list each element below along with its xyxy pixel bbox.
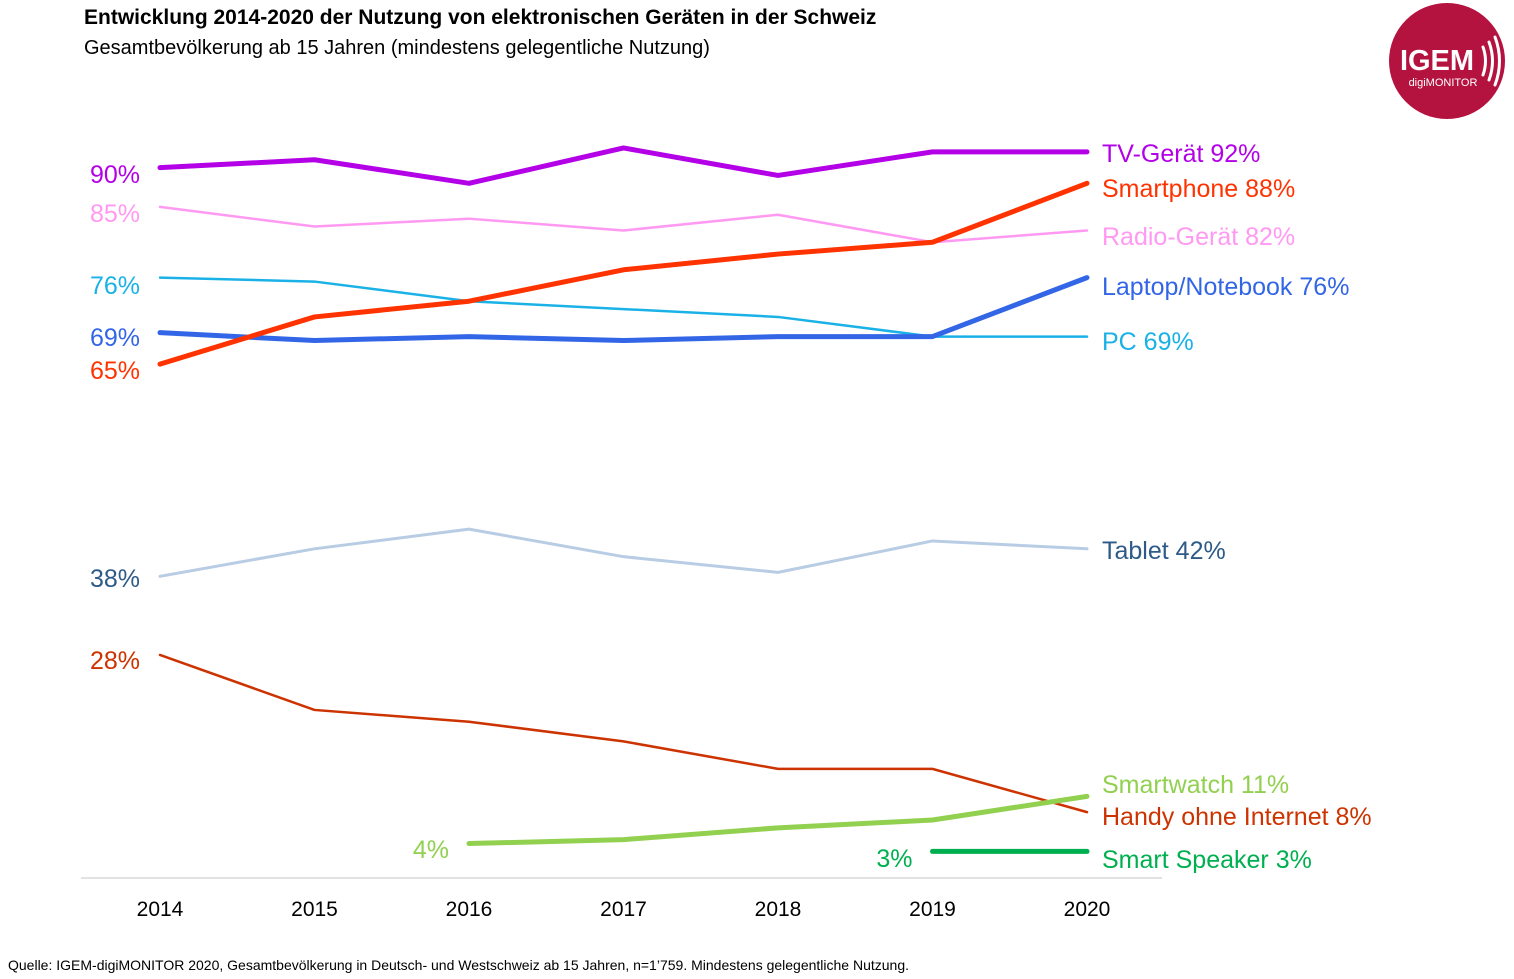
- end-label-tv-ger-t: TV-Gerät 92%: [1102, 140, 1260, 168]
- end-label-radio-ger-t: Radio-Gerät 82%: [1102, 223, 1295, 251]
- series-name: Smartwatch: [1102, 771, 1234, 799]
- x-tick-2018: 2018: [755, 898, 802, 921]
- series-name: TV-Gerät: [1102, 140, 1203, 168]
- series-end-value: 42%: [1169, 537, 1226, 565]
- end-label-smart-speaker: Smart Speaker 3%: [1102, 846, 1312, 874]
- start-label-laptop-notebook: 69%: [90, 324, 140, 352]
- start-label-handy-ohne-internet: 28%: [90, 647, 140, 675]
- series-line-tv-ger-t: [157, 145, 1090, 186]
- end-label-laptop-notebook: Laptop/Notebook 76%: [1102, 273, 1349, 301]
- start-label-smartwatch: 4%: [413, 836, 449, 864]
- series-end-value: 3%: [1269, 846, 1312, 874]
- x-tick-labels: 2014 2015 2016 2017 2018 2019 2020: [137, 898, 1111, 921]
- end-label-handy-ohne-internet: Handy ohne Internet 8%: [1102, 803, 1372, 831]
- series-line-pc: [158, 276, 1089, 338]
- series-name: Smart Speaker: [1102, 846, 1269, 874]
- x-tick-2014: 2014: [137, 898, 184, 921]
- series-name: Tablet: [1102, 537, 1169, 565]
- end-label-smartwatch: Smartwatch 11%: [1102, 771, 1289, 799]
- series-line-handy-ohne-internet: [158, 653, 1089, 814]
- start-label-pc: 76%: [90, 272, 140, 300]
- start-value-labels: 90% 65% 85% 69% 76% 38% 28% 4% 3%: [90, 161, 913, 873]
- series-name: Laptop/Notebook: [1102, 273, 1293, 301]
- logo-name: IGEM: [1400, 45, 1474, 77]
- logo-sub: digiMONITOR: [1409, 77, 1478, 89]
- series-lines: [157, 145, 1090, 854]
- start-label-tv-ger-t: 90%: [90, 161, 140, 189]
- x-tick-2015: 2015: [291, 898, 338, 921]
- start-label-tablet: 38%: [90, 565, 140, 593]
- chart-title: Entwicklung 2014-2020 der Nutzung von el…: [84, 6, 877, 29]
- start-label-smart-speaker: 3%: [876, 845, 912, 873]
- series-name: Smartphone: [1102, 175, 1238, 203]
- series-name: Radio-Gerät: [1102, 223, 1238, 251]
- series-line-smartwatch: [466, 793, 1090, 847]
- end-label-smartphone: Smartphone 88%: [1102, 175, 1295, 203]
- series-end-value: 82%: [1238, 223, 1295, 251]
- series-end-value: 88%: [1238, 175, 1295, 203]
- signal-waves-icon: [1481, 35, 1501, 87]
- series-line-tablet: [158, 527, 1089, 578]
- series-end-value: 8%: [1329, 803, 1372, 831]
- series-name: Handy ohne Internet: [1102, 803, 1329, 831]
- chart-subtitle: Gesamtbevölkerung ab 15 Jahren (mindeste…: [84, 37, 710, 59]
- series-end-value: 92%: [1203, 140, 1260, 168]
- end-label-tablet: Tablet 42%: [1102, 537, 1226, 565]
- series-line-smartphone: [157, 180, 1090, 367]
- series-end-value: 11%: [1234, 771, 1289, 799]
- start-label-smartphone: 65%: [90, 357, 140, 385]
- series-line-laptop-notebook: [157, 275, 1090, 344]
- end-series-labels: TV-Gerät 92%Smartphone 88%Radio-Gerät 82…: [1102, 140, 1372, 874]
- x-tick-2020: 2020: [1064, 898, 1111, 921]
- x-tick-2017: 2017: [600, 898, 647, 921]
- start-label-radio-ger-t: 85%: [90, 200, 140, 228]
- end-label-pc: PC 69%: [1102, 328, 1194, 356]
- igem-logo: IGEM digiMONITOR: [1389, 3, 1505, 119]
- x-tick-2019: 2019: [909, 898, 956, 921]
- source-note: Quelle: IGEM-digiMONITOR 2020, Gesamtbev…: [8, 957, 910, 973]
- series-end-value: 76%: [1292, 273, 1349, 301]
- series-end-value: 69%: [1137, 328, 1194, 356]
- logo-circle: [1389, 3, 1505, 119]
- x-tick-2016: 2016: [446, 898, 493, 921]
- series-name: PC: [1102, 328, 1137, 356]
